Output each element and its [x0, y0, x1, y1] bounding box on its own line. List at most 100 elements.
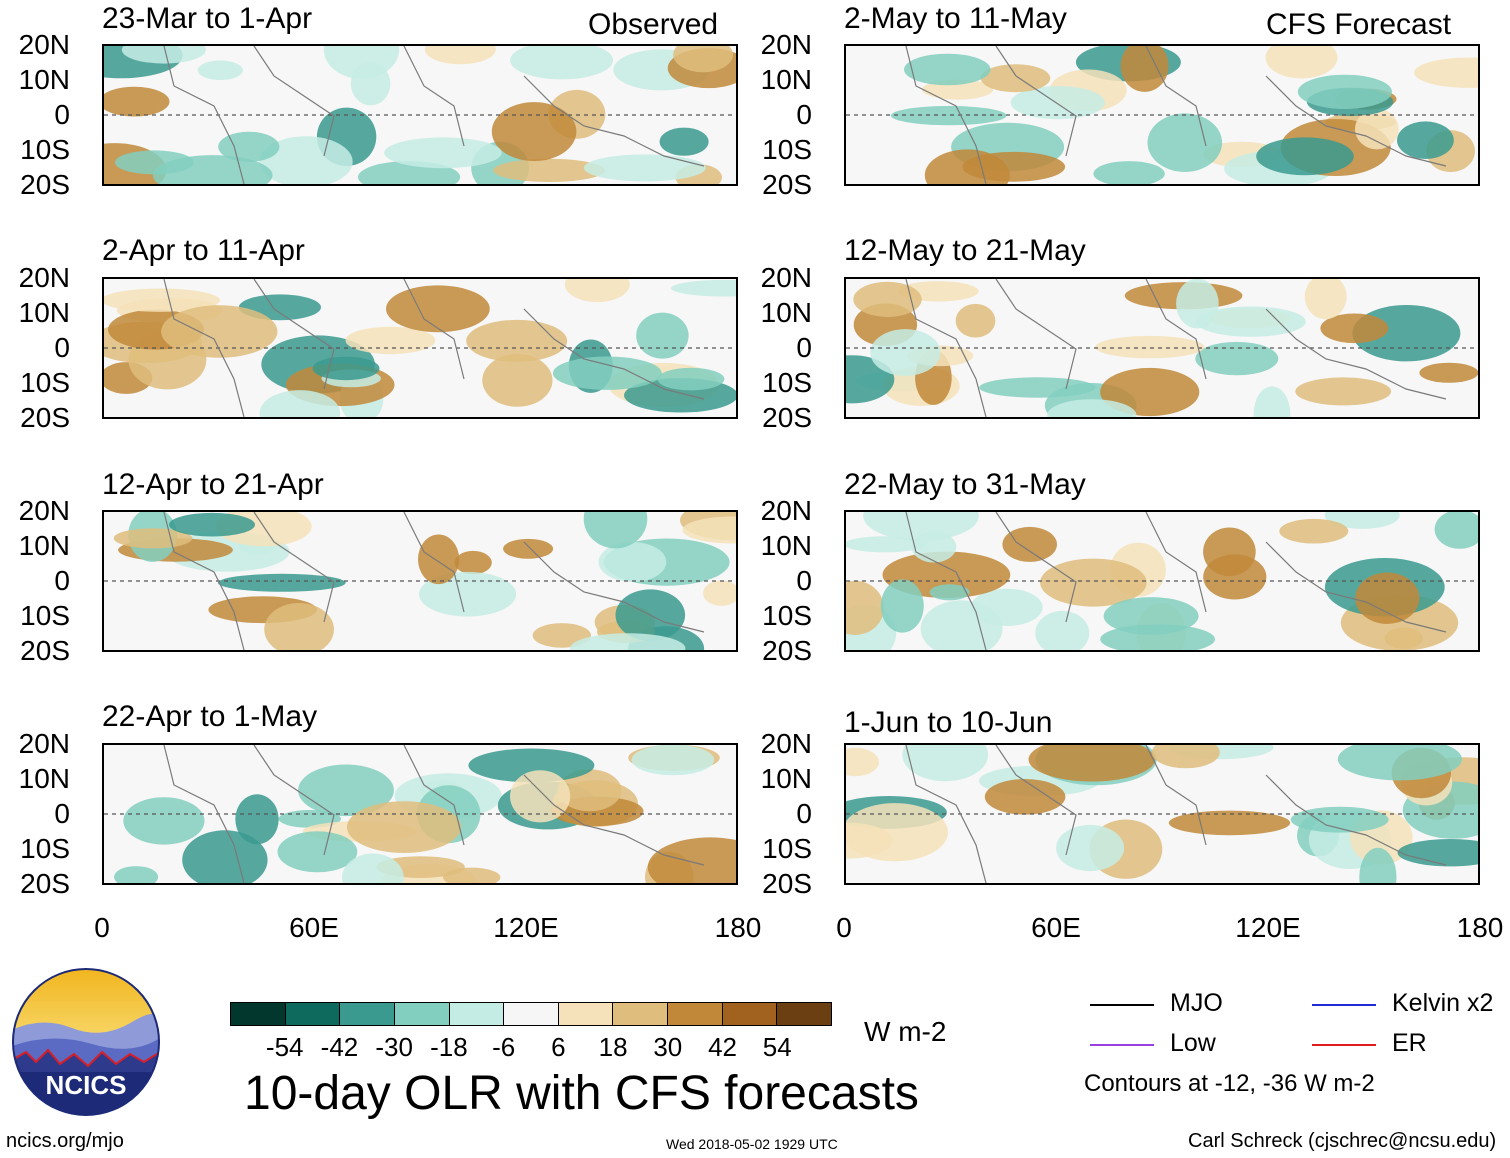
olr-anomaly-blob [386, 285, 490, 333]
olr-anomaly-blob [197, 60, 243, 81]
panel-title-forecast-1: 2-May to 11-May [844, 2, 1067, 35]
olr-anomaly-blob [1265, 46, 1338, 79]
olr-anomaly-blob [1100, 367, 1200, 417]
olr-anomaly-blob [846, 747, 879, 777]
y-tick-c1-r1-4: 20S [762, 402, 812, 433]
y-tick-c0-r1-0: 20N [18, 262, 70, 293]
olr-anomaly-blob [682, 516, 736, 544]
olr-anomaly-blob [482, 354, 553, 407]
y-tick-c0-r3-4: 20S [20, 868, 70, 899]
olr-anomaly-blob [1384, 627, 1423, 649]
y-tick-c1-r3-4: 20S [762, 868, 812, 899]
x-tick-right-60e: 60E [1031, 912, 1081, 943]
olr-anomaly-blob [1147, 113, 1223, 172]
x-tick-left-180: 180 [714, 912, 762, 943]
olr-anomaly-blob [1120, 46, 1169, 92]
map-observed-2 [102, 277, 738, 419]
olr-anomaly-blob [1297, 74, 1392, 109]
colorbar-tick-8: 42 [708, 1032, 737, 1062]
olr-field-observed-1 [104, 46, 736, 184]
olr-anomaly-blob [342, 853, 404, 883]
y-tick-c1-r2-4: 20S [762, 635, 812, 666]
olr-field-forecast-4 [846, 745, 1478, 883]
y-tick-c0-r3-2: 0 [54, 798, 70, 829]
observed-label: Observed [588, 8, 719, 41]
olr-anomaly-blob [1035, 610, 1090, 650]
ncics-logo: NCICS [12, 968, 160, 1116]
colorbar-tick-6: 18 [598, 1032, 628, 1062]
legend-label-mjo: MJO [1170, 989, 1223, 1017]
colorbar-tick-7: 30 [653, 1032, 683, 1062]
legend-line-mjo [1090, 1004, 1154, 1006]
y-tick-c1-r3-0: 20N [760, 728, 812, 759]
olr-field-observed-4 [104, 745, 736, 883]
olr-anomaly-blob [1397, 121, 1454, 159]
olr-anomaly-blob [636, 312, 689, 359]
olr-anomaly-blob [924, 149, 1010, 184]
olr-anomaly-blob [1056, 824, 1125, 872]
olr-anomaly-blob [890, 106, 1007, 126]
olr-anomaly-blob [846, 580, 884, 635]
y-tick-c0-r0-4: 20S [20, 169, 70, 200]
olr-anomaly-blob [218, 131, 280, 162]
y-tick-c0-r0-0: 20N [18, 29, 70, 60]
olr-anomaly-blob [659, 127, 709, 156]
y-tick-c1-r2-2: 0 [796, 565, 812, 596]
olr-anomaly-blob [1100, 624, 1215, 650]
map-observed-1 [102, 44, 738, 186]
olr-anomaly-blob [510, 770, 571, 823]
olr-anomaly-blob [703, 580, 736, 606]
y-tick-c0-r2-2: 0 [54, 565, 70, 596]
olr-anomaly-blob [1203, 554, 1267, 600]
olr-anomaly-blob [657, 367, 725, 391]
colorbar-swatch-8 [668, 1003, 723, 1025]
coastline [905, 745, 1447, 883]
olr-anomaly-blob [1414, 57, 1478, 88]
colorbar-tick-3: -18 [430, 1032, 468, 1062]
olr-anomaly-blob [552, 356, 662, 390]
footer-timestamp: Wed 2018-05-02 1929 UTC [666, 1136, 838, 1152]
olr-anomaly-blob [1028, 745, 1156, 782]
olr-anomaly-blob [1397, 839, 1478, 867]
olr-field-observed-2 [104, 279, 736, 417]
y-tick-c0-r1-3: 10S [20, 367, 70, 398]
colorbar-tick-2: -30 [375, 1032, 413, 1062]
olr-field-forecast-3 [846, 512, 1478, 650]
olr-anomaly-blob [259, 136, 353, 184]
map-forecast-2 [844, 277, 1480, 419]
olr-anomaly-blob [259, 390, 341, 417]
panel-title-observed-4: 22-Apr to 1-May [102, 700, 318, 733]
map-forecast-4 [844, 743, 1480, 885]
olr-anomaly-blob [583, 512, 648, 549]
y-tick-c1-r1-0: 20N [760, 262, 812, 293]
olr-anomaly-blob [217, 573, 346, 592]
olr-anomaly-blob [1304, 279, 1347, 320]
coastline [163, 279, 705, 417]
olr-anomaly-blob [631, 745, 715, 776]
olr-anomaly-blob [902, 745, 989, 782]
olr-anomaly-blob [468, 748, 595, 783]
olr-anomaly-blob [1295, 377, 1392, 406]
olr-anomaly-blob [1195, 306, 1306, 337]
olr-anomaly-blob [115, 150, 194, 175]
panel-title-forecast-3: 22-May to 31-May [844, 468, 1086, 501]
units-label: W m-2 [864, 1016, 947, 1047]
y-tick-c0-r0-2: 0 [54, 99, 70, 130]
olr-anomaly-blob [984, 779, 1066, 815]
olr-field-forecast-1 [846, 46, 1478, 184]
olr-anomaly-blob [1195, 341, 1279, 376]
legend-line-low [1090, 1044, 1154, 1046]
olr-anomaly-blob [510, 46, 614, 80]
y-tick-c1-r0-0: 20N [760, 29, 812, 60]
y-tick-c1-r3-2: 0 [796, 798, 812, 829]
olr-anomaly-blob [182, 830, 268, 883]
olr-anomaly-blob [312, 356, 380, 381]
panel-title-observed-3: 12-Apr to 21-Apr [102, 468, 324, 501]
x-tick-left-120e: 120E [493, 912, 559, 943]
olr-anomaly-blob [1095, 335, 1205, 359]
y-tick-c0-r2-4: 20S [20, 635, 70, 666]
olr-anomaly-blob [1010, 86, 1105, 120]
footer-url[interactable]: ncics.org/mjo [6, 1130, 124, 1152]
olr-anomaly-blob [418, 534, 460, 585]
y-tick-c0-r1-2: 0 [54, 332, 70, 363]
